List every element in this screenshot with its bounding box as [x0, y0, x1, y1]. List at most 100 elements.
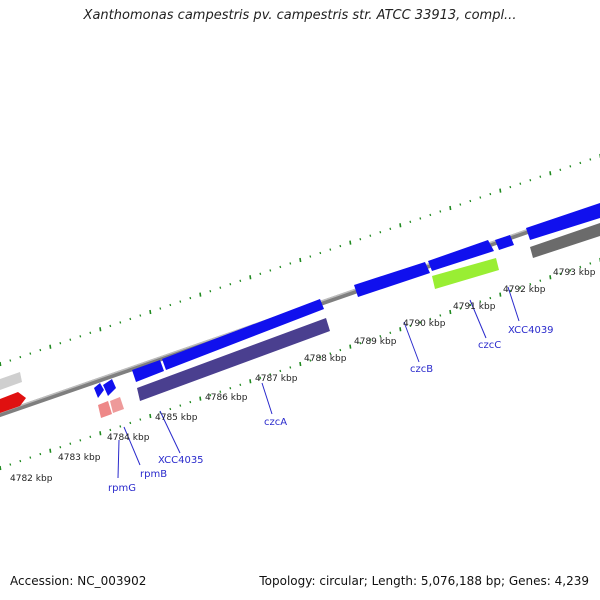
cds-forward-2[interactable] [428, 240, 494, 271]
gene-feature-pseudo[interactable] [0, 372, 22, 390]
gene-label-czcA[interactable]: czcA [264, 417, 287, 428]
outer-scale-tick [69, 338, 72, 341]
inner-scale-tick [459, 307, 462, 310]
inner-scale-tick [329, 352, 332, 355]
cds-forward-3[interactable] [495, 235, 514, 250]
cds-forward-1[interactable] [132, 360, 164, 382]
outer-scale-tick [159, 307, 162, 310]
outer-scale-tick [9, 359, 12, 362]
kbp-tick-label: 4784 kbp [107, 433, 150, 443]
gene-label-XCC4039[interactable]: XCC4039 [508, 325, 554, 336]
inner-scale-tick [479, 300, 482, 303]
outer-scale-tick [79, 335, 82, 338]
inner-scale-tick [139, 418, 142, 421]
kbp-tick-label: 4793 kbp [553, 268, 596, 278]
gene-label-czcC[interactable]: czcC [478, 340, 501, 351]
inner-scale-tick [369, 338, 372, 341]
inner-scale-tick [309, 359, 312, 362]
inner-scale-tick [29, 456, 32, 459]
outer-scale-tick [189, 296, 192, 300]
outer-scale-tick [19, 355, 22, 359]
kbp-tick-label: 4785 kbp [155, 413, 198, 423]
kbp-tick-label: 4783 kbp [58, 453, 101, 463]
inner-scale-tick [69, 442, 72, 445]
outer-scale-tick [359, 238, 362, 241]
kbp-tick-label: 4787 kbp [255, 374, 298, 384]
cds-forward-czcA-upstream[interactable] [162, 299, 324, 370]
inner-scale-tick [179, 404, 182, 407]
inner-scale-tick [469, 303, 472, 307]
inner-scale-tick [319, 355, 322, 359]
cds-reverse-czcC[interactable] [432, 258, 499, 289]
kbp-tick-label: 4790 kbp [403, 319, 446, 329]
inner-scale-tick [589, 262, 592, 265]
inner-scale-tick [529, 283, 532, 286]
outer-scale-tick [119, 321, 122, 324]
outer-scale-tick [389, 227, 392, 230]
outer-scale-tick [239, 279, 242, 282]
gene-label-leaders [117, 286, 520, 479]
inner-scale-tick [289, 366, 292, 369]
cds-reverse-grey[interactable] [530, 223, 600, 258]
inner-scale-tick [399, 327, 402, 332]
topology-text: Topology: circular; Length: 5,076,188 bp… [259, 574, 589, 588]
inner-scale-tick [539, 279, 542, 282]
inner-scale-tick [99, 431, 102, 436]
outer-scale-tick [209, 290, 212, 293]
inner-scale-tick [119, 425, 122, 428]
gene-label-czcB[interactable]: czcB [410, 364, 433, 375]
inner-scale-tick [249, 379, 252, 384]
inner-scale-tick [189, 400, 192, 404]
outer-scale-tick [319, 251, 322, 255]
outer-scale-tick [219, 286, 222, 289]
gene-label-rpmG[interactable]: rpmG [108, 483, 136, 494]
inner-scale-tick [0, 465, 2, 471]
outer-scale-tick [229, 283, 232, 286]
outer-scale-tick [259, 272, 262, 275]
outer-scale-tick [379, 231, 382, 234]
cds-forward-XCC4039[interactable] [526, 203, 600, 240]
inner-scale-tick [39, 452, 42, 456]
outer-scale-tick [399, 223, 402, 228]
inner-scale-tick [519, 286, 522, 289]
gene-label-XCC4035[interactable]: XCC4035 [158, 455, 204, 466]
outer-scale-tick [149, 309, 152, 315]
outer-scale-tick [169, 303, 172, 307]
inner-scale-tick [439, 314, 442, 317]
inner-scale-tick [259, 376, 262, 379]
kbp-tick-label: 4786 kbp [205, 393, 248, 403]
inner-scale-tick [379, 335, 382, 338]
inner-scale-tick [569, 269, 572, 272]
inner-scale-tick [149, 413, 152, 419]
gene-arrow-rpmb[interactable] [103, 379, 116, 396]
dotted-scale-tracks [0, 153, 600, 471]
inner-scale-tick [199, 396, 202, 401]
inner-scale-tick [169, 407, 172, 411]
kbp-tick-label: 4792 kbp [503, 285, 546, 295]
inner-scale-tick [109, 428, 112, 432]
cds-reverse-czcA[interactable] [137, 318, 330, 401]
inner-scale-tick [389, 331, 392, 334]
gene-arrow-rpmg[interactable] [94, 383, 104, 398]
kbp-tick-label: 4791 kbp [453, 302, 496, 312]
inner-scale-tick [559, 272, 562, 275]
rna-feature-2[interactable] [110, 397, 124, 413]
gene-label-rpmB[interactable]: rpmB [140, 469, 167, 480]
gene-feature-red[interactable] [0, 392, 26, 413]
outer-scale-tick [569, 165, 572, 168]
inner-scale-tick [229, 387, 232, 390]
inner-scale-tick [549, 275, 552, 280]
outer-scale-tick [529, 179, 532, 182]
outer-scale-tick [489, 192, 492, 196]
inner-scale-tick [239, 383, 242, 386]
outer-scale-tick [269, 269, 272, 272]
cds-forward-czcB[interactable] [354, 262, 430, 297]
kbp-tick-label: 4789 kbp [354, 337, 397, 347]
inner-scale-tick [79, 439, 82, 442]
rna-feature-1[interactable] [98, 401, 112, 418]
outer-scale-tick [179, 300, 182, 303]
outer-scale-tick [559, 168, 562, 171]
outer-scale-tick [29, 352, 32, 355]
